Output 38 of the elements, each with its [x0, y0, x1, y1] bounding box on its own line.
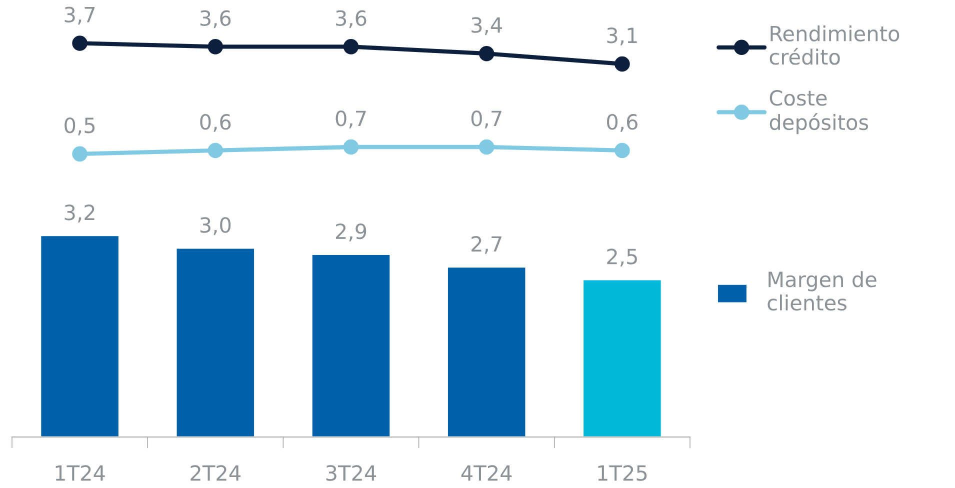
data-label: 0,7 — [336, 110, 366, 128]
legend-label: Margen de clientes — [768, 271, 876, 311]
point — [614, 142, 630, 158]
point — [343, 139, 359, 155]
x-tick-label: 1T24 — [56, 465, 105, 481]
point — [72, 36, 88, 51]
x-tick-label: 1T25 — [598, 465, 647, 481]
point — [478, 46, 494, 62]
data-label: 2,7 — [472, 236, 502, 254]
bar — [582, 278, 662, 437]
data-label: 3,2 — [64, 204, 94, 222]
data-label: 3,4 — [472, 17, 502, 36]
bar — [175, 247, 256, 437]
point — [72, 146, 88, 162]
point — [614, 56, 630, 72]
data-label: 3,7 — [64, 6, 95, 25]
x-tick-label: 2T24 — [190, 465, 240, 481]
bar — [446, 266, 527, 437]
bar — [40, 234, 120, 437]
point — [208, 39, 224, 54]
x-tick-label: 3T24 — [326, 465, 376, 481]
legend-label: Coste depósitos — [770, 90, 868, 134]
data-label: 0,6 — [200, 114, 231, 132]
data-label: 2,9 — [336, 223, 366, 242]
point — [343, 39, 359, 54]
bar — [310, 254, 392, 437]
data-label: 0,5 — [64, 117, 95, 136]
point — [208, 142, 224, 158]
data-label: 2,5 — [607, 248, 637, 267]
legend-label: Rendimiento crédito — [770, 25, 900, 65]
data-label: 0,6 — [607, 114, 638, 132]
data-label: 3,6 — [200, 10, 231, 28]
data-label: 3,0 — [200, 217, 231, 236]
data-label: 0,7 — [471, 110, 502, 128]
data-label: 3,1 — [607, 28, 637, 46]
point — [478, 139, 494, 155]
x-tick-label: 4T24 — [461, 465, 512, 481]
data-label: 3,6 — [336, 10, 366, 28]
